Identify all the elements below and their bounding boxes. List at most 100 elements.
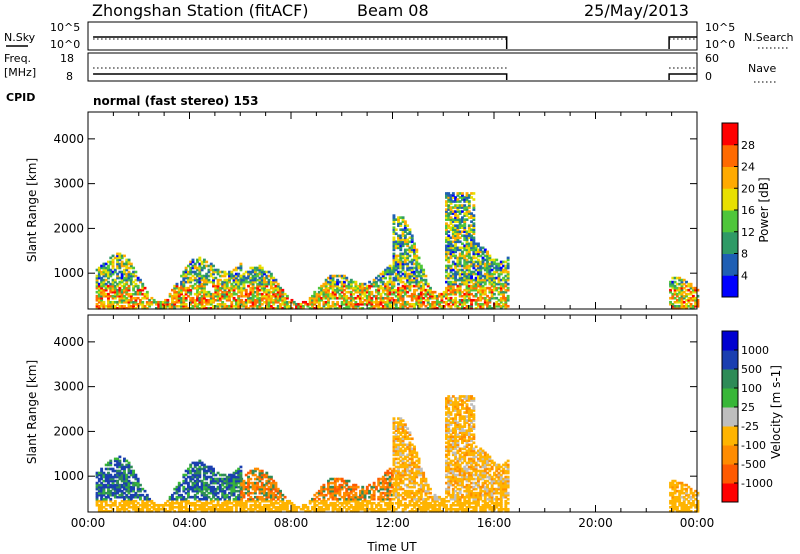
echo-cell [285, 499, 289, 503]
echo-cell [279, 493, 282, 497]
echo-cell [113, 485, 117, 489]
echo-cell [242, 274, 246, 278]
echo-cell [260, 298, 264, 302]
echo-cell [359, 493, 362, 497]
echo-cell [454, 272, 458, 276]
echo-cell [458, 232, 462, 236]
echo-cell [251, 296, 255, 300]
echo-cell [214, 276, 218, 280]
echo-cell [159, 300, 163, 304]
echo-cell [111, 302, 115, 306]
echo-cell [403, 423, 407, 426]
echo-cell [207, 467, 211, 471]
echo-cell [401, 264, 405, 268]
echo-cell [392, 216, 396, 219]
echo-cell [502, 304, 506, 308]
echo-cell [413, 477, 416, 481]
echo-cell [256, 477, 260, 481]
echo-cell [150, 296, 154, 300]
echo-cell [449, 274, 453, 278]
echo-cell [495, 276, 499, 280]
echo-cell [472, 198, 476, 201]
echo-cell [95, 286, 99, 290]
echo-cell [191, 481, 195, 485]
echo-cell [253, 503, 257, 507]
echo-cell [170, 505, 174, 509]
echo-cell [258, 276, 262, 280]
echo-cell [408, 449, 412, 453]
echo-cell [320, 491, 324, 495]
echo-cell [410, 503, 414, 507]
echo-cell [445, 270, 448, 274]
echo-cell [212, 491, 215, 495]
echo-cell [258, 300, 262, 304]
echo-cell [399, 443, 403, 447]
echo-cell [474, 248, 478, 252]
echo-cell [343, 306, 346, 310]
echo-cell [354, 487, 358, 491]
echo-cell [104, 483, 108, 487]
echo-cell [470, 302, 474, 306]
echo-cell [209, 501, 213, 505]
echo-cell [120, 505, 124, 509]
echo-cell [182, 473, 186, 477]
echo-cell [100, 286, 104, 290]
echo-cell [406, 244, 410, 248]
echo-cell [212, 481, 215, 485]
echo-cell [363, 290, 367, 294]
echo-cell [198, 268, 202, 272]
echo-cell [205, 276, 209, 280]
echo-cell [100, 475, 104, 479]
echo-cell [260, 509, 264, 513]
echo-cell [324, 286, 328, 290]
echo-cell [177, 509, 181, 513]
echo-cell [490, 258, 494, 262]
echo-cell [129, 481, 133, 485]
echo-cell [356, 294, 360, 298]
echo-cell [317, 493, 321, 497]
echo-cell [322, 300, 326, 304]
echo-cell [408, 477, 412, 481]
echo-cell [191, 284, 195, 288]
echo-cell [408, 248, 412, 252]
echo-cell [327, 296, 330, 300]
echo-cell [118, 465, 122, 469]
echo-cell [340, 503, 344, 507]
echo-cell [349, 495, 353, 499]
echo-cell [354, 286, 358, 290]
echo-cell [410, 471, 414, 475]
echo-cell [95, 495, 99, 499]
echo-cell [276, 294, 280, 298]
echo-cell [673, 292, 677, 296]
echo-cell [390, 493, 394, 497]
echo-cell [347, 290, 351, 294]
echo-cell [308, 300, 312, 304]
echo-cell [691, 304, 695, 308]
echo-cell [465, 280, 469, 284]
echo-cell [186, 264, 190, 268]
echo-cell [228, 292, 231, 296]
echo-cell [399, 288, 403, 292]
echo-cell [256, 292, 260, 296]
echo-cell [225, 286, 229, 290]
echo-cell [234, 479, 238, 483]
echo-cell [189, 268, 193, 272]
echo-cell [449, 252, 453, 256]
echo-cell [472, 266, 476, 270]
echo-cell [189, 495, 193, 499]
echo-cell [381, 509, 385, 513]
echo-cell [386, 284, 390, 288]
echo-cell [388, 481, 392, 485]
echo-cell [202, 487, 206, 491]
echo-cell [125, 483, 129, 487]
echo-cell [274, 489, 278, 493]
echo-cell [408, 451, 412, 455]
echo-cell [97, 499, 101, 503]
echo-cell [132, 501, 136, 505]
echo-cell [377, 286, 381, 290]
echo-cell [123, 499, 126, 503]
echo-cell [253, 495, 257, 499]
echo-cell [116, 459, 120, 463]
echo-cell [406, 306, 410, 310]
echo-cell [678, 292, 682, 296]
